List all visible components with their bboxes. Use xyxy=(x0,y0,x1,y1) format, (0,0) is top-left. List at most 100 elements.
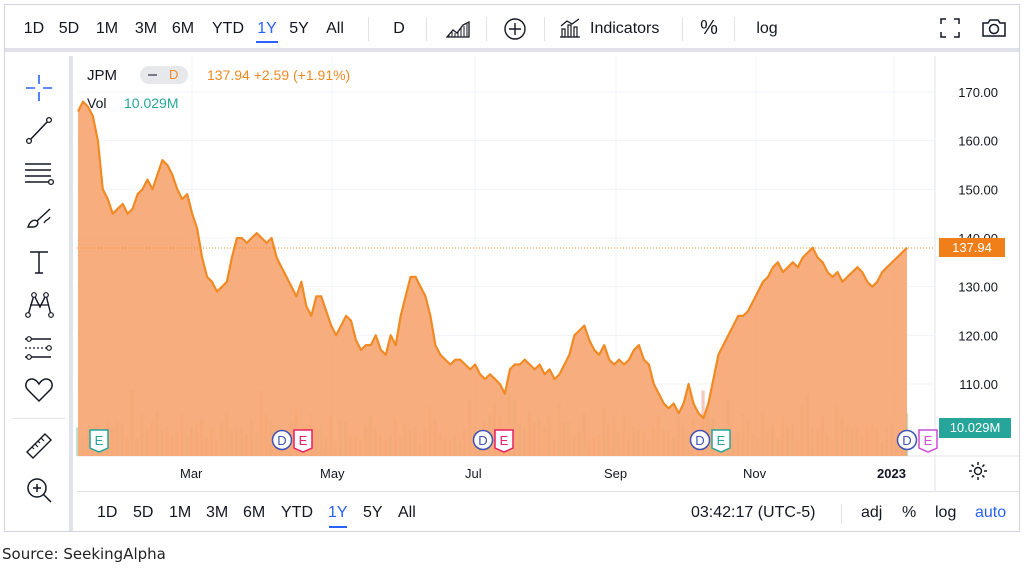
time-label-sep: Sep xyxy=(604,466,628,481)
symbol-label: JPM xyxy=(87,67,117,84)
range-all-button[interactable]: All xyxy=(326,20,344,37)
fullscreen-button[interactable] xyxy=(937,5,963,52)
dividend-marker[interactable]: D xyxy=(271,429,293,451)
toolbar-divider xyxy=(368,17,369,41)
range-5d-button[interactable]: 5D xyxy=(58,20,80,37)
log-button[interactable]: log xyxy=(756,20,778,37)
auto-toggle[interactable]: auto xyxy=(975,504,1007,521)
text-tool[interactable] xyxy=(21,244,57,280)
range-1d-button[interactable]: 1D xyxy=(23,20,45,37)
bottom-range-1d[interactable]: 1D xyxy=(97,504,118,521)
earnings-marker[interactable]: E xyxy=(89,429,109,453)
brush-tool[interactable] xyxy=(21,200,57,236)
adj-toggle[interactable]: adj xyxy=(861,504,883,521)
drawing-toolbar xyxy=(5,56,73,531)
toolbar-divider xyxy=(486,17,487,41)
earnings-marker[interactable]: E xyxy=(711,429,731,453)
event-marker-letter: E xyxy=(95,433,104,448)
dividend-marker[interactable]: D xyxy=(896,429,918,451)
event-marker-letter: E xyxy=(924,433,933,448)
event-marker-letter: D xyxy=(902,433,911,448)
range-5y-button[interactable]: 5Y xyxy=(289,20,309,37)
forecast-tool[interactable] xyxy=(21,330,57,366)
time-label-mar: Mar xyxy=(180,466,203,481)
trendline-tool[interactable] xyxy=(21,112,57,148)
last-price-badge: 137.94 xyxy=(939,238,1005,257)
earnings-marker[interactable]: E xyxy=(494,429,514,453)
crosshair-icon xyxy=(26,75,52,101)
price-axis: 170.00160.00150.00140.00130.00120.00110.… xyxy=(958,85,998,392)
settings-button[interactable] xyxy=(967,460,989,482)
bottom-range-1y[interactable]: 1Y xyxy=(328,492,348,534)
range-ytd-button[interactable]: YTD xyxy=(212,20,244,37)
fib-retracement-icon xyxy=(25,163,55,186)
toolbar-divider xyxy=(734,17,735,41)
bottom-range-5d[interactable]: 5D xyxy=(133,504,154,521)
event-marker-letter: E xyxy=(500,433,509,448)
interval-button[interactable]: D xyxy=(393,20,405,37)
range-1y-button[interactable]: 1Y xyxy=(254,5,280,52)
percent-toggle[interactable]: % xyxy=(902,504,917,521)
text-icon xyxy=(30,251,48,274)
plus-circle-icon xyxy=(504,18,526,40)
price-line xyxy=(77,100,908,420)
event-marker-letter: E xyxy=(299,433,308,448)
indicators-label: Indicators xyxy=(590,20,660,37)
collapse-icon xyxy=(148,74,157,76)
bottom-range-3m[interactable]: 3M xyxy=(206,504,229,521)
chart-style-button[interactable] xyxy=(442,5,474,52)
earnings-marker[interactable]: E xyxy=(293,429,313,453)
trendline-icon xyxy=(25,116,53,145)
range-6m-button[interactable]: 6M xyxy=(171,20,195,37)
time-label-jul: Jul xyxy=(465,466,482,481)
dividend-marker[interactable]: D xyxy=(472,429,494,451)
price-area-fill xyxy=(78,101,907,456)
last-volume-badge: 10.029M xyxy=(939,418,1011,438)
zoom-tool[interactable] xyxy=(21,472,57,508)
price-chart[interactable]: 170.00160.00150.00140.00130.00120.00110.… xyxy=(5,56,1019,492)
volume-bar xyxy=(76,427,80,456)
bottom-range-1m[interactable]: 1M xyxy=(169,504,192,521)
earnings-marker[interactable]: E xyxy=(918,429,938,453)
clock-timezone[interactable]: 03:42:17 (UTC-5) xyxy=(691,504,816,521)
price-change: 137.94 +2.59 (+1.91%) xyxy=(207,67,351,83)
last-price-value: 137.94 xyxy=(952,240,992,255)
indicators-button[interactable]: Indicators xyxy=(558,5,670,52)
time-label-nov: Nov xyxy=(743,466,767,481)
bottom-range-all[interactable]: All xyxy=(398,504,416,521)
price-tick-label: 150.00 xyxy=(958,182,998,197)
percent-button[interactable]: % xyxy=(700,17,718,39)
log-toggle[interactable]: log xyxy=(935,504,957,521)
toolbar-divider xyxy=(841,504,842,524)
prediction-icon xyxy=(25,336,52,360)
event-marker-letter: D xyxy=(478,433,487,448)
bottom-range-6m[interactable]: 6M xyxy=(243,504,266,521)
favorites-tool[interactable] xyxy=(21,372,57,408)
compare-add-button[interactable] xyxy=(499,5,531,52)
fib-tool[interactable] xyxy=(21,156,57,192)
zoom-in-icon xyxy=(27,478,52,503)
interval-badge-label: D xyxy=(169,67,179,82)
pattern-tool[interactable] xyxy=(21,286,57,322)
bottom-toolbar: 1D 5D 1M 3M 6M YTD 1Y 5Y All 03:42:17 (U… xyxy=(77,491,1019,533)
camera-icon xyxy=(982,19,1006,37)
dividend-marker[interactable]: D xyxy=(689,429,711,451)
source-note: Source: SeekingAlpha xyxy=(2,545,166,563)
toolbar-divider xyxy=(426,17,427,41)
screenshot-button[interactable] xyxy=(979,5,1009,52)
indicators-icon xyxy=(560,18,580,38)
volume-label: Vol xyxy=(87,95,107,111)
range-3m-button[interactable]: 3M xyxy=(134,20,158,37)
pattern-icon xyxy=(25,292,54,318)
bottom-range-5y[interactable]: 5Y xyxy=(363,504,383,521)
range-1m-button[interactable]: 1M xyxy=(95,20,119,37)
measure-tool[interactable] xyxy=(21,428,57,464)
area-chart-icon xyxy=(445,20,470,38)
symbol-legend: JPM xyxy=(87,67,117,84)
crosshair-tool[interactable] xyxy=(21,70,57,106)
interval-badge[interactable]: D xyxy=(140,66,188,84)
fullscreen-icon xyxy=(940,18,960,38)
bottom-range-ytd[interactable]: YTD xyxy=(281,504,313,521)
event-marker-letter: D xyxy=(695,433,704,448)
